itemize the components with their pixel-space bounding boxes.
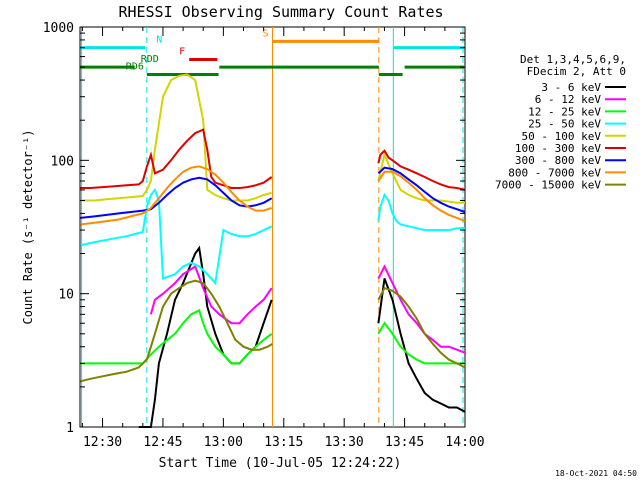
series-line-6-12keV <box>377 264 466 354</box>
series-line-3-6keV <box>138 245 273 428</box>
series-line-300-800keV <box>80 176 273 219</box>
series-line-6-12keV <box>149 264 273 325</box>
series-line-50-100keV <box>80 73 272 202</box>
flag-label-rd6: RD6 <box>126 62 144 73</box>
flag-label-n: N <box>156 35 162 46</box>
legend-entry: 100 - 300 keV <box>515 142 601 155</box>
x-tick-label: 13:30 <box>325 435 364 450</box>
x-tick-label: 12:30 <box>83 435 122 450</box>
y-tick-label: 10 <box>58 288 74 303</box>
series-line-12-25keV <box>80 308 273 365</box>
flag-label-rdd: RDD <box>141 54 159 65</box>
x-tick-label: 13:15 <box>264 435 303 450</box>
y-axis-label: Count Rate (s⁻¹ detector⁻¹) <box>21 129 35 324</box>
series-line-100-300keV <box>80 128 273 189</box>
flag-label-f: F <box>179 47 185 58</box>
legend-entry: 50 - 100 keV <box>522 130 602 143</box>
series-line-12-25keV <box>377 321 465 365</box>
series-line-800-7000keV <box>377 170 466 223</box>
x-axis-label: Start Time (10-Jul-05 12:24:22) <box>159 456 402 471</box>
series-line-7000-15000keV <box>80 279 274 383</box>
legend-header: FDecim 2, Att 0 <box>527 65 626 78</box>
legend-entry: 25 - 50 keV <box>528 118 601 131</box>
series-line-25-50keV <box>377 192 465 232</box>
legend-entry: 6 - 12 keV <box>535 93 602 106</box>
y-tick-label: 100 <box>51 154 74 169</box>
legend-entry: 7000 - 15000 keV <box>495 179 601 192</box>
legend-entry: 3 - 6 keV <box>541 81 601 94</box>
legend-entry: 800 - 7000 keV <box>508 166 601 179</box>
x-tick-label: 12:45 <box>143 435 182 450</box>
series-line-800-7000keV <box>80 165 273 226</box>
series-line-7000-15000keV <box>377 286 466 369</box>
series-line-3-6keV <box>377 278 466 413</box>
series-line-100-300keV <box>377 149 466 191</box>
x-tick-label: 14:00 <box>445 435 484 450</box>
x-tick-label: 13:00 <box>204 435 243 450</box>
y-axis-ticks: 1 10 100 1000 <box>43 21 465 436</box>
flag-label-s: S <box>262 28 268 39</box>
series-line-25-50keV <box>80 187 273 286</box>
x-axis-ticks: 12:30 12:45 13:00 13:15 13:30 13:45 14:00 <box>81 27 485 450</box>
series-line-50-100keV <box>377 151 465 204</box>
legend: Det 1,3,4,5,6,9,FDecim 2, Att 0 3 - 6 keV… <box>495 53 626 192</box>
legend-entry: 12 - 25 keV <box>528 105 601 118</box>
chart-title: RHESSI Observing Summary Count Rates <box>118 3 443 21</box>
legend-header: Det 1,3,4,5,6,9, <box>520 53 626 66</box>
legend-entry: 300 - 800 keV <box>515 154 601 167</box>
y-tick-label: 1000 <box>43 21 74 36</box>
series-line-300-800keV <box>377 166 466 213</box>
y-tick-label: 1 <box>66 421 74 436</box>
timestamp: 18-Oct-2021 04:50 <box>555 469 637 478</box>
series-lines <box>80 73 466 428</box>
vertical-markers <box>81 27 464 427</box>
x-tick-label: 13:45 <box>385 435 424 450</box>
